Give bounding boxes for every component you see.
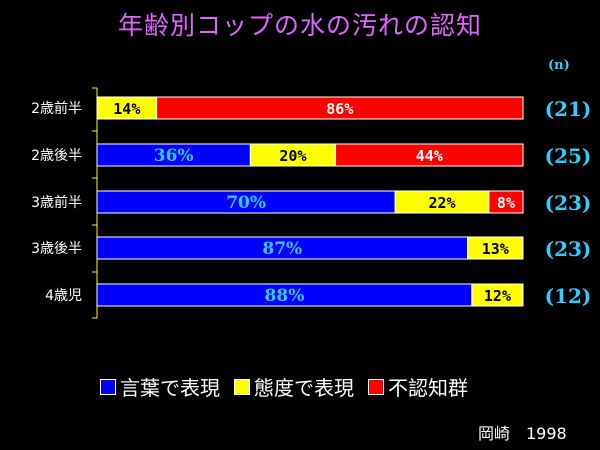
data-label: 88% [265, 286, 305, 306]
legend-item-verbal: 言葉で表現 [100, 372, 220, 401]
legend-swatch-unaware [368, 378, 384, 395]
n-header: (n) [548, 58, 570, 73]
bar-segment [467, 236, 524, 260]
category-label: 3歳後半 [31, 241, 82, 257]
bar-segment [335, 143, 524, 167]
legend: 言葉で表現 態度で表現 不認知群 [100, 372, 580, 401]
category-label: 4歳児 [45, 288, 82, 304]
data-label: 8% [497, 194, 515, 212]
legend-label-unaware: 不認知群 [388, 376, 468, 400]
source-credit: 岡崎 1998 [478, 424, 567, 443]
data-label: 22% [429, 194, 456, 212]
bar-segment [471, 283, 524, 307]
category-label: 2歳後半 [31, 148, 82, 164]
category-label: 2歳前半 [31, 100, 82, 117]
legend-label-attitude: 態度で表現 [254, 376, 354, 400]
legend-swatch-attitude [234, 378, 250, 395]
data-label: 36% [154, 146, 194, 166]
category-label: 3歳前半 [31, 194, 82, 211]
data-label: 13% [482, 240, 509, 258]
bar-segment [156, 96, 524, 120]
bar-segment [488, 190, 524, 214]
data-label: 87% [262, 239, 302, 259]
legend-item-unaware: 不認知群 [368, 372, 468, 401]
legend-item-attitude: 態度で表現 [234, 372, 354, 401]
data-label: 12% [484, 287, 511, 305]
n-value: (23) [545, 191, 592, 215]
n-value: (21) [545, 97, 592, 121]
data-label: 86% [326, 100, 353, 118]
n-value: (25) [545, 144, 592, 168]
data-label: 70% [226, 193, 266, 213]
data-label: 20% [279, 147, 306, 165]
data-label: 44% [416, 147, 443, 165]
legend-label-verbal: 言葉で表現 [120, 376, 220, 400]
n-value: (12) [545, 284, 592, 308]
data-label: 14% [113, 100, 140, 118]
n-value: (23) [545, 237, 592, 261]
legend-swatch-verbal [100, 378, 116, 395]
chart-title: 年齢別コップの水の汚れの認知 [117, 11, 482, 40]
